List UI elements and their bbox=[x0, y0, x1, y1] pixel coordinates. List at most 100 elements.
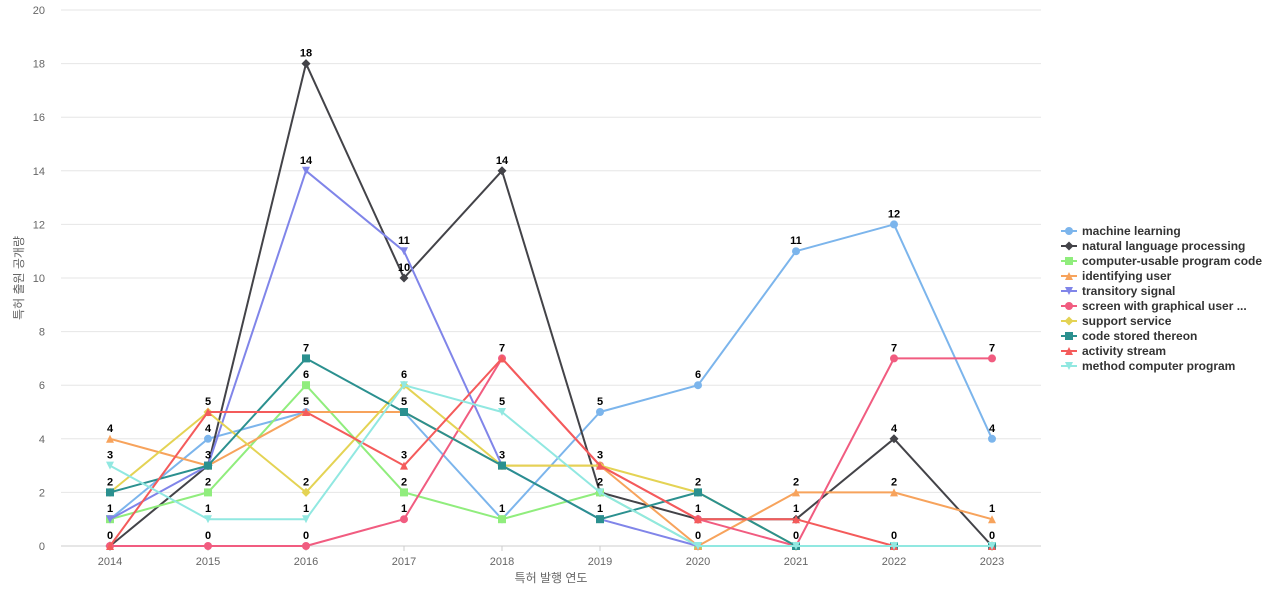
data-label: 2 bbox=[597, 476, 603, 488]
data-point[interactable] bbox=[204, 542, 212, 550]
data-point[interactable] bbox=[400, 408, 408, 416]
x-tick-label: 2021 bbox=[784, 556, 808, 568]
x-tick-label: 2023 bbox=[980, 556, 1004, 568]
data-point[interactable] bbox=[400, 515, 408, 524]
data-point[interactable] bbox=[106, 515, 114, 524]
legend-symbol[interactable] bbox=[1065, 332, 1073, 340]
x-tick-label: 2015 bbox=[196, 556, 220, 568]
data-labels: 4321054321018147652101110653211475315321… bbox=[107, 48, 996, 542]
data-point[interactable] bbox=[399, 273, 409, 283]
data-point[interactable] bbox=[792, 247, 800, 256]
data-point[interactable] bbox=[106, 434, 114, 443]
x-tick-label: 2017 bbox=[392, 556, 416, 568]
data-point[interactable] bbox=[890, 488, 898, 497]
legend-symbol[interactable] bbox=[1065, 362, 1073, 370]
y-axis-title: 특허 출원 공개량 bbox=[12, 236, 26, 320]
legend-item[interactable]: method computer program bbox=[1061, 359, 1235, 373]
data-point[interactable] bbox=[302, 166, 310, 175]
data-point[interactable] bbox=[890, 542, 898, 550]
data-point[interactable] bbox=[106, 488, 114, 497]
data-point[interactable] bbox=[792, 488, 800, 497]
data-label: 11 bbox=[398, 235, 410, 247]
data-label: 3 bbox=[499, 450, 505, 462]
data-point[interactable] bbox=[106, 461, 114, 470]
data-point[interactable] bbox=[204, 488, 212, 497]
y-tick-label: 12 bbox=[33, 219, 45, 231]
series-method-computer-program bbox=[106, 381, 996, 550]
data-point[interactable] bbox=[302, 381, 310, 390]
data-point[interactable] bbox=[302, 354, 310, 363]
legend-symbol[interactable] bbox=[1065, 302, 1073, 310]
data-point[interactable] bbox=[694, 515, 702, 524]
data-point[interactable] bbox=[204, 408, 212, 416]
legend-symbol[interactable] bbox=[1064, 316, 1074, 326]
legend-symbol[interactable] bbox=[1065, 257, 1073, 265]
data-point[interactable] bbox=[204, 515, 212, 524]
legend-symbol[interactable] bbox=[1065, 227, 1073, 235]
series-line bbox=[109, 357, 992, 547]
data-point[interactable] bbox=[596, 461, 604, 470]
data-label: 2 bbox=[205, 476, 211, 488]
data-point[interactable] bbox=[498, 354, 506, 363]
data-point[interactable] bbox=[988, 515, 996, 524]
legend-item[interactable]: screen with graphical user ... bbox=[1061, 299, 1247, 313]
data-point[interactable] bbox=[400, 488, 408, 497]
legend-symbol[interactable] bbox=[1065, 287, 1073, 295]
data-point[interactable] bbox=[301, 487, 311, 497]
data-point[interactable] bbox=[106, 542, 114, 550]
data-point[interactable] bbox=[694, 381, 702, 390]
legend-item[interactable]: identifying user bbox=[1061, 269, 1172, 283]
data-point[interactable] bbox=[694, 488, 702, 497]
data-point[interactable] bbox=[204, 461, 212, 470]
data-point[interactable] bbox=[792, 542, 800, 550]
data-point[interactable] bbox=[302, 408, 310, 416]
data-label: 6 bbox=[303, 369, 309, 381]
data-point[interactable] bbox=[498, 515, 506, 524]
legend-item[interactable]: activity stream bbox=[1061, 344, 1166, 358]
data-point[interactable] bbox=[988, 542, 996, 550]
legend-symbol[interactable] bbox=[1065, 347, 1073, 355]
data-point[interactable] bbox=[400, 247, 408, 256]
data-point[interactable] bbox=[302, 515, 310, 524]
data-point[interactable] bbox=[204, 434, 212, 443]
legend-item[interactable]: natural language processing bbox=[1061, 239, 1245, 253]
legend-item[interactable]: code stored thereon bbox=[1061, 329, 1197, 343]
data-point[interactable] bbox=[694, 542, 702, 550]
data-label: 7 bbox=[989, 342, 995, 354]
data-label: 5 bbox=[401, 396, 407, 408]
data-point[interactable] bbox=[400, 461, 408, 470]
legend-item[interactable]: machine learning bbox=[1061, 224, 1181, 238]
data-label: 3 bbox=[401, 450, 407, 462]
data-point[interactable] bbox=[890, 220, 898, 229]
legend-symbol[interactable] bbox=[1065, 272, 1073, 280]
data-point[interactable] bbox=[498, 461, 506, 470]
data-label: 7 bbox=[499, 342, 505, 354]
data-point[interactable] bbox=[596, 408, 604, 416]
legend-item[interactable]: support service bbox=[1061, 314, 1172, 328]
data-point[interactable] bbox=[889, 434, 899, 444]
y-tick-label: 20 bbox=[33, 5, 45, 17]
data-label: 1 bbox=[597, 503, 603, 515]
data-point[interactable] bbox=[596, 488, 604, 497]
data-point[interactable] bbox=[988, 354, 996, 363]
legend-symbol[interactable] bbox=[1064, 241, 1074, 251]
data-point[interactable] bbox=[497, 166, 507, 176]
data-label: 5 bbox=[205, 396, 211, 408]
data-label: 6 bbox=[695, 369, 701, 381]
data-label: 0 bbox=[303, 530, 309, 542]
data-point[interactable] bbox=[301, 59, 311, 69]
data-label: 1 bbox=[401, 503, 407, 515]
data-label: 7 bbox=[303, 342, 309, 354]
data-point[interactable] bbox=[302, 542, 310, 550]
data-point[interactable] bbox=[890, 354, 898, 363]
x-tick-label: 2022 bbox=[882, 556, 906, 568]
data-point[interactable] bbox=[596, 515, 604, 524]
legend-item[interactable]: transitory signal bbox=[1061, 284, 1175, 298]
data-point[interactable] bbox=[988, 434, 996, 443]
data-point[interactable] bbox=[792, 515, 800, 524]
legend-item[interactable]: computer-usable program code bbox=[1061, 254, 1262, 268]
data-label: 18 bbox=[300, 48, 312, 60]
data-point[interactable] bbox=[400, 381, 408, 390]
data-point[interactable] bbox=[498, 408, 506, 416]
